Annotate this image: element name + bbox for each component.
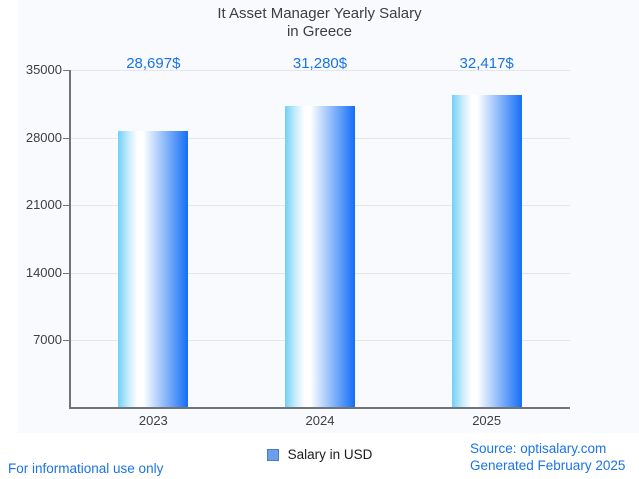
x-axis-label: 2024 xyxy=(305,413,335,428)
bar-value-label: 31,280$ xyxy=(292,55,348,72)
y-axis-label: 35000 xyxy=(25,62,62,77)
bar-2024 xyxy=(285,105,355,407)
y-axis-label: 21000 xyxy=(25,197,62,213)
source-text: Source: optisalary.com xyxy=(470,441,607,456)
y-axis-tick xyxy=(63,205,70,207)
chart-title-line2: in Greece xyxy=(286,23,353,40)
chart-title-line1: It Asset Manager Yearly Salary xyxy=(217,5,422,22)
y-axis-label: 28000 xyxy=(25,129,62,145)
y-axis-line xyxy=(69,70,71,408)
y-axis-tick xyxy=(63,340,70,342)
legend: Salary in USD xyxy=(0,447,639,462)
y-axis-tick xyxy=(63,70,70,71)
source-block: Source: optisalary.com Generated Februar… xyxy=(470,440,625,474)
y-axis-tick xyxy=(63,137,70,139)
bar-2025 xyxy=(451,94,522,407)
chart-title: It Asset Manager Yearly Salary in Greece xyxy=(0,5,639,41)
bar-value-label: 32,417$ xyxy=(459,55,514,72)
x-axis-line xyxy=(69,407,570,409)
gridline xyxy=(70,70,570,71)
bar-2023 xyxy=(118,130,189,407)
y-axis-label: 7000 xyxy=(33,332,62,348)
legend-label: Salary in USD xyxy=(287,447,373,462)
blue-square-icon xyxy=(266,448,279,461)
x-axis-label: 2025 xyxy=(472,413,502,428)
disclaimer-text: For informational use only xyxy=(8,461,164,476)
generated-text: Generated February 2025 xyxy=(470,458,626,473)
y-axis-tick xyxy=(63,272,70,274)
x-axis-label: 2023 xyxy=(138,413,168,428)
y-axis-label: 14000 xyxy=(25,264,62,280)
bar-value-label: 28,697$ xyxy=(126,55,181,72)
